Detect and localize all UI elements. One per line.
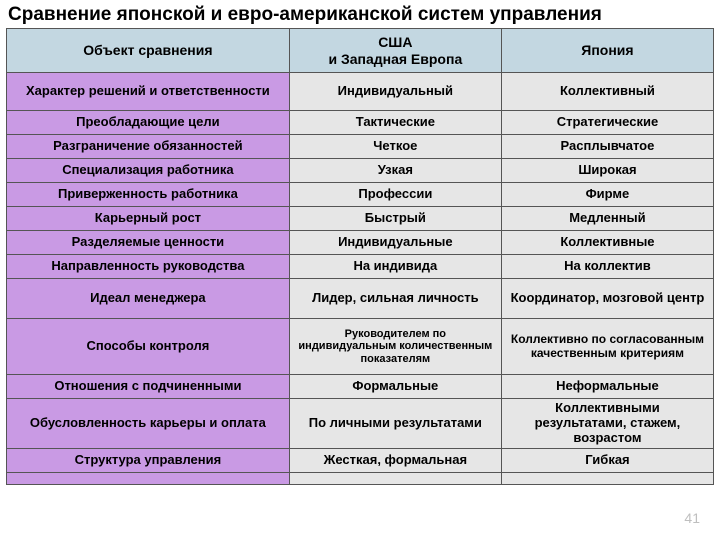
row-label: Отношения с подчиненными — [7, 375, 290, 399]
row-label — [7, 472, 290, 484]
row-japan: Расплывчатое — [501, 135, 713, 159]
row-label: Характер решений и ответственности — [7, 73, 290, 111]
row-usa-eu: На индивида — [289, 255, 501, 279]
table-header-row: Объект сравненияСШАи Западная ЕвропаЯпон… — [7, 29, 714, 73]
row-usa-eu: Индивидуальные — [289, 231, 501, 255]
row-usa-eu: Четкое — [289, 135, 501, 159]
row-label: Обусловленность карьеры и оплата — [7, 399, 290, 449]
table-row: Обусловленность карьеры и оплатаПо личны… — [7, 399, 714, 449]
row-label: Разграничение обязанностей — [7, 135, 290, 159]
row-usa-eu: Индивидуальный — [289, 73, 501, 111]
table-row: Структура управленияЖесткая, формальнаяГ… — [7, 448, 714, 472]
table-body: Объект сравненияСШАи Западная ЕвропаЯпон… — [7, 29, 714, 485]
row-usa-eu: По личными результатами — [289, 399, 501, 449]
row-japan: Коллективно по согласованным качественны… — [501, 319, 713, 375]
header-usa-eu: СШАи Западная Европа — [289, 29, 501, 73]
table-row: Идеал менеджераЛидер, сильная личностьКо… — [7, 279, 714, 319]
row-japan: Неформальные — [501, 375, 713, 399]
page-title: Сравнение японской и евро-американской с… — [0, 0, 720, 28]
row-label: Приверженность работника — [7, 183, 290, 207]
table-row: Направленность руководстваНа индивидаНа … — [7, 255, 714, 279]
table-row: Приверженность работникаПрофессииФирме — [7, 183, 714, 207]
row-label: Разделяемые ценности — [7, 231, 290, 255]
page: Сравнение японской и евро-американской с… — [0, 0, 720, 540]
row-japan: Координатор, мозговой центр — [501, 279, 713, 319]
row-japan: Коллективные — [501, 231, 713, 255]
table-row: Разделяемые ценностиИндивидуальныеКоллек… — [7, 231, 714, 255]
row-label: Способы контроля — [7, 319, 290, 375]
row-japan: Фирме — [501, 183, 713, 207]
row-label: Специализация работника — [7, 159, 290, 183]
row-japan: Гибкая — [501, 448, 713, 472]
row-usa-eu: Жесткая, формальная — [289, 448, 501, 472]
header-japan: Япония — [501, 29, 713, 73]
table-row: Способы контроляРуководителем по индивид… — [7, 319, 714, 375]
row-usa-eu — [289, 472, 501, 484]
row-japan: Медленный — [501, 207, 713, 231]
table-row: Карьерный ростБыстрыйМедленный — [7, 207, 714, 231]
row-label: Преобладающие цели — [7, 111, 290, 135]
row-usa-eu: Узкая — [289, 159, 501, 183]
table-row — [7, 472, 714, 484]
page-number: 41 — [684, 510, 700, 526]
row-japan — [501, 472, 713, 484]
row-usa-eu: Лидер, сильная личность — [289, 279, 501, 319]
comparison-table: Объект сравненияСШАи Западная ЕвропаЯпон… — [6, 28, 714, 485]
table-row: Отношения с подчиненнымиФормальныеНеформ… — [7, 375, 714, 399]
row-label: Направленность руководства — [7, 255, 290, 279]
row-label: Идеал менеджера — [7, 279, 290, 319]
table-row: Характер решений и ответственностиИндиви… — [7, 73, 714, 111]
table-row: Преобладающие целиТактическиеСтратегичес… — [7, 111, 714, 135]
row-usa-eu: Руководителем по индивидуальным количест… — [289, 319, 501, 375]
row-usa-eu: Профессии — [289, 183, 501, 207]
row-japan: Стратегические — [501, 111, 713, 135]
row-japan: Коллективными результатами, стажем, возр… — [501, 399, 713, 449]
row-usa-eu: Быстрый — [289, 207, 501, 231]
row-label: Карьерный рост — [7, 207, 290, 231]
table-row: Разграничение обязанностейЧеткоеРасплывч… — [7, 135, 714, 159]
row-japan: На коллектив — [501, 255, 713, 279]
row-japan: Коллективный — [501, 73, 713, 111]
row-label: Структура управления — [7, 448, 290, 472]
table-row: Специализация работникаУзкаяШирокая — [7, 159, 714, 183]
row-japan: Широкая — [501, 159, 713, 183]
row-usa-eu: Тактические — [289, 111, 501, 135]
header-object: Объект сравнения — [7, 29, 290, 73]
row-usa-eu: Формальные — [289, 375, 501, 399]
